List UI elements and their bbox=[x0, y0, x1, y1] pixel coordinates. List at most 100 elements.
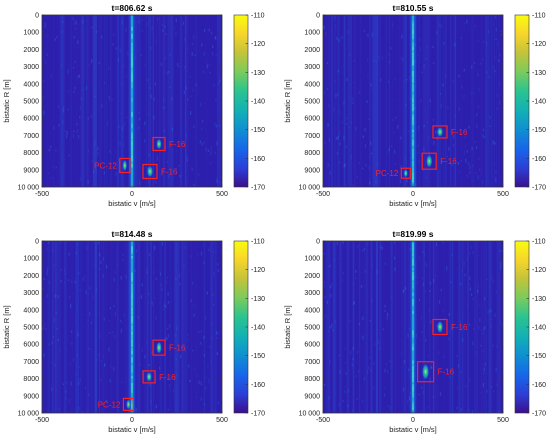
noise-speckle bbox=[212, 304, 215, 306]
noise-streak bbox=[117, 241, 119, 413]
ridge-hotspot bbox=[131, 48, 133, 57]
noise-speckle bbox=[373, 362, 375, 365]
ridge-hotspot bbox=[412, 55, 414, 59]
noise-speckle bbox=[418, 159, 420, 164]
noise-streak bbox=[401, 241, 404, 413]
noise-streak bbox=[400, 15, 402, 187]
noise-streak bbox=[497, 15, 500, 187]
noise-streak bbox=[46, 241, 49, 413]
noise-speckle bbox=[154, 297, 156, 299]
noise-speckle bbox=[490, 309, 492, 313]
noise-speckle bbox=[499, 249, 501, 252]
noise-speckle bbox=[174, 333, 176, 336]
noise-speckle bbox=[46, 294, 48, 298]
noise-speckle bbox=[384, 393, 386, 397]
noise-speckle bbox=[176, 326, 178, 331]
noise-speckle bbox=[391, 22, 394, 27]
noise-speckle bbox=[74, 60, 76, 63]
noise-speckle bbox=[98, 252, 101, 257]
noise-speckle bbox=[66, 131, 68, 135]
ridge-hotspot bbox=[412, 42, 414, 49]
noise-speckle bbox=[496, 383, 498, 386]
ridge-hotspot bbox=[131, 403, 133, 407]
noise-streak bbox=[350, 15, 353, 187]
noise-streak bbox=[460, 15, 462, 187]
noise-speckle bbox=[427, 354, 429, 357]
noise-speckle bbox=[207, 149, 210, 152]
noise-speckle bbox=[480, 345, 482, 347]
noise-speckle bbox=[215, 331, 218, 335]
noise-speckle bbox=[72, 16, 74, 20]
noise-speckle bbox=[210, 161, 212, 165]
noise-speckle bbox=[198, 380, 200, 385]
noise-speckle bbox=[73, 36, 75, 39]
noise-speckle bbox=[155, 38, 157, 43]
noise-speckle bbox=[209, 72, 211, 74]
noise-speckle bbox=[479, 318, 481, 322]
noise-speckle bbox=[141, 283, 143, 287]
noise-streak bbox=[100, 15, 103, 187]
noise-speckle bbox=[394, 149, 396, 152]
y-tick-label: 7000 bbox=[23, 133, 39, 140]
noise-speckle bbox=[465, 385, 467, 388]
noise-speckle bbox=[389, 406, 391, 410]
ridge-hotspot bbox=[412, 248, 414, 257]
noise-speckle bbox=[386, 369, 389, 374]
noise-streak bbox=[329, 241, 331, 413]
target-echo bbox=[156, 138, 162, 150]
noise-streak bbox=[187, 15, 189, 187]
noise-speckle bbox=[43, 79, 45, 83]
noise-speckle bbox=[74, 280, 76, 284]
noise-speckle bbox=[175, 18, 177, 23]
noise-speckle bbox=[182, 47, 184, 49]
y-tick-label: 6000 bbox=[23, 116, 39, 123]
ridge-hotspot bbox=[412, 33, 414, 40]
noise-speckle bbox=[91, 26, 93, 29]
noise-speckle bbox=[164, 57, 166, 60]
colorbar-tick-label: -160 bbox=[251, 382, 265, 389]
heatmap-area bbox=[323, 241, 503, 413]
noise-streak bbox=[373, 15, 375, 187]
noise-speckle bbox=[434, 274, 436, 278]
noise-speckle bbox=[189, 380, 191, 383]
noise-speckle bbox=[347, 404, 349, 408]
colorbar-tick-label: -150 bbox=[532, 353, 546, 360]
noise-speckle bbox=[164, 85, 166, 88]
noise-speckle bbox=[338, 402, 340, 407]
noise-speckle bbox=[52, 177, 54, 179]
noise-speckle bbox=[119, 141, 121, 146]
noise-speckle bbox=[473, 62, 476, 64]
noise-speckle bbox=[179, 282, 181, 286]
noise-streak bbox=[65, 241, 68, 413]
noise-speckle bbox=[62, 106, 65, 109]
ridge-hotspot bbox=[412, 154, 414, 160]
noise-speckle bbox=[337, 93, 339, 96]
noise-speckle bbox=[63, 158, 65, 161]
noise-speckle bbox=[368, 165, 370, 171]
noise-speckle bbox=[144, 121, 146, 126]
noise-speckle bbox=[333, 107, 335, 112]
noise-speckle bbox=[78, 382, 80, 385]
noise-speckle bbox=[97, 151, 99, 156]
y-axis-label: bistatic R [m] bbox=[2, 305, 11, 348]
noise-streak bbox=[339, 241, 342, 413]
noise-streak bbox=[75, 241, 78, 413]
noise-speckle bbox=[176, 167, 178, 171]
noise-speckle bbox=[141, 348, 143, 352]
noise-speckle bbox=[108, 95, 110, 99]
noise-streak bbox=[159, 15, 161, 187]
noise-speckle bbox=[406, 178, 408, 183]
noise-speckle bbox=[213, 83, 215, 87]
target-echo bbox=[122, 159, 128, 172]
noise-speckle bbox=[213, 271, 215, 276]
ridge-hotspot bbox=[412, 23, 414, 28]
noise-speckle bbox=[386, 316, 388, 321]
noise-streak bbox=[404, 15, 407, 187]
noise-speckle bbox=[425, 261, 427, 265]
noise-speckle bbox=[452, 323, 454, 327]
noise-speckle bbox=[361, 285, 363, 288]
noise-speckle bbox=[55, 311, 57, 314]
secondary-ridge bbox=[95, 241, 97, 413]
ridge-hotspot bbox=[131, 298, 133, 306]
noise-streak bbox=[343, 15, 345, 187]
